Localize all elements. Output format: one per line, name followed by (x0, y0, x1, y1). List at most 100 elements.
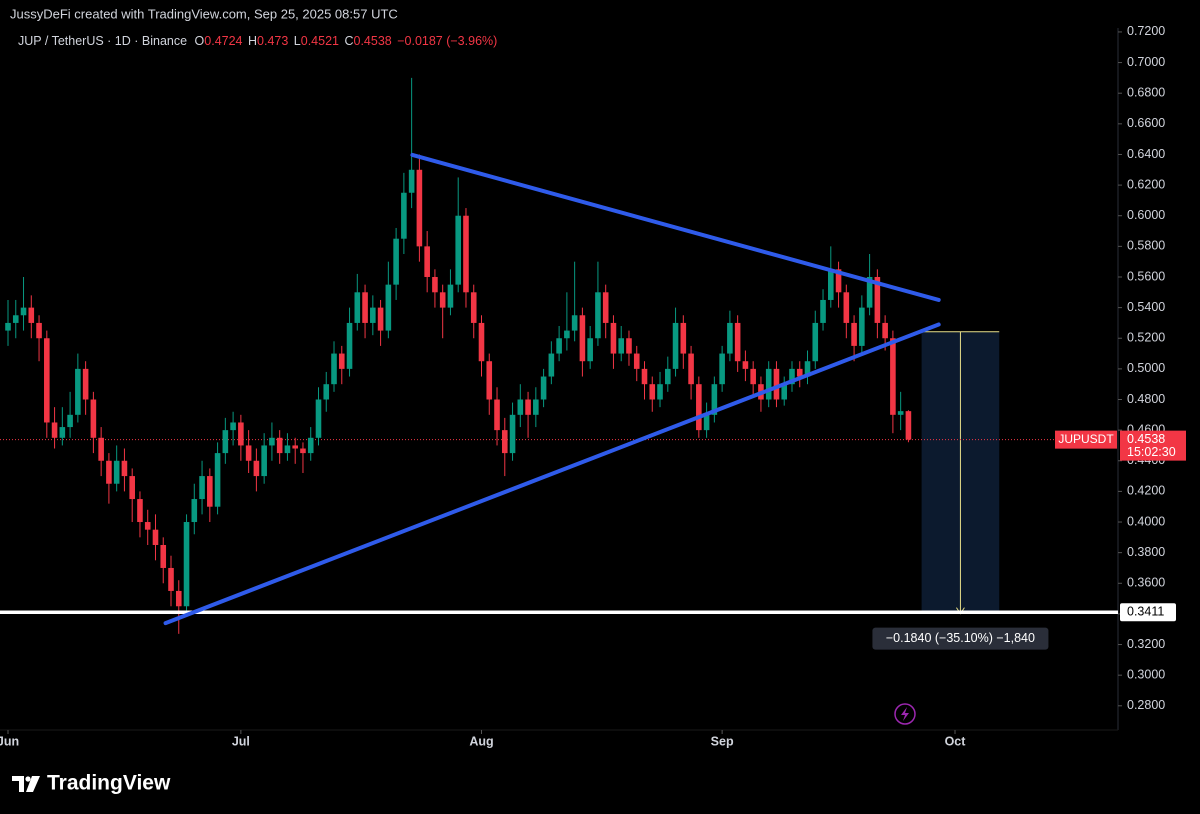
candle-body (292, 445, 298, 449)
y-tick-label: 0.5200 (1127, 331, 1165, 345)
ohlc-value: 0.4521 (301, 34, 339, 48)
candle-body (525, 399, 531, 415)
candle-body (897, 411, 904, 415)
candle-body (346, 322, 353, 369)
candle-body (602, 292, 609, 323)
y-tick-label: 0.3600 (1127, 576, 1165, 590)
y-tick-label: 0.6000 (1127, 208, 1165, 222)
candle-body (470, 292, 477, 323)
candle-body (362, 292, 368, 323)
candle-body (113, 460, 120, 484)
y-tick-label: 0.2800 (1127, 698, 1165, 712)
candle-body (672, 322, 679, 369)
ohlc-label: O (195, 34, 205, 48)
candle-body (540, 376, 547, 400)
y-tick-label: 0.3800 (1127, 545, 1165, 559)
candle-body (719, 353, 725, 385)
candle-body (812, 322, 819, 362)
candle-body (401, 192, 407, 239)
candle-body (533, 399, 539, 415)
candle-body (191, 499, 198, 523)
price-countdown: 15:02:30 (1127, 445, 1176, 459)
price-name: JUPUSDT (1058, 432, 1114, 446)
candle-body (253, 460, 260, 477)
candle-body (890, 338, 896, 415)
candle-body (82, 368, 89, 400)
y-tick-label: 0.3200 (1127, 637, 1165, 651)
candle-body (377, 307, 384, 331)
candle-body (851, 322, 857, 346)
candle-body (664, 368, 671, 385)
y-tick-label: 0.6400 (1127, 147, 1165, 161)
measure-label-box (872, 627, 1049, 650)
candle-body (168, 567, 174, 591)
candle-body (501, 430, 508, 454)
candle-body (44, 338, 50, 423)
y-tick-label: 0.4200 (1127, 484, 1165, 498)
ohlc-label: C (344, 34, 353, 48)
x-tick-label: Oct (945, 734, 967, 748)
candle-body (207, 476, 213, 507)
candle-body (307, 437, 314, 454)
event-icon[interactable] (894, 703, 916, 725)
candle-body (129, 476, 135, 500)
x-tick-label: Jul (232, 734, 250, 748)
candle-body (5, 322, 11, 331)
candle-body (711, 384, 718, 415)
candle-body (106, 460, 112, 484)
candle-body (222, 430, 229, 454)
candle-body (183, 522, 190, 607)
candle-body (214, 453, 221, 507)
measure-label: −0.1840 (−35.10%) −1,840 (886, 631, 1035, 645)
candle-body (882, 322, 888, 339)
candle-body (238, 422, 244, 446)
ohlc-value: 0.473 (257, 34, 288, 48)
candle-body (51, 422, 58, 438)
candle-body (478, 322, 485, 362)
ohlc-label: L (294, 34, 301, 48)
ohlc-label: H (248, 34, 257, 48)
candle-body (696, 384, 702, 431)
trendline (163, 322, 941, 626)
y-tick-label: 0.6600 (1127, 116, 1165, 130)
candle-body (424, 246, 430, 277)
plot (0, 77, 1118, 634)
candle-body (75, 368, 81, 415)
logo: TradingView (12, 772, 171, 795)
y-tick-label: 0.5000 (1127, 361, 1165, 375)
candle-body (160, 544, 167, 568)
candle-body (137, 499, 143, 523)
x-tick-label: Aug (469, 734, 493, 748)
candle-body (680, 322, 687, 354)
candle-body (874, 276, 881, 323)
candle-body (393, 238, 399, 285)
candle-body (727, 322, 733, 354)
candle-body (230, 422, 236, 431)
candle-body (657, 384, 663, 400)
x-tick-label: Sep (711, 734, 734, 748)
candle-body (742, 361, 749, 369)
candle-body (300, 448, 306, 454)
candle-body (509, 414, 516, 454)
candle-body (734, 322, 741, 362)
candle-body (796, 368, 803, 377)
y-tick-label: 0.6800 (1127, 86, 1165, 100)
candle-body (587, 338, 593, 362)
symbol: JUP / TetherUS · 1D · Binance (18, 34, 187, 48)
candle-body (626, 338, 632, 354)
candle-body (59, 427, 66, 438)
x-tick-label: Jun (0, 734, 19, 748)
candle-body (331, 353, 337, 385)
candle-body (750, 368, 756, 385)
change: −0.0187 (−3.96%) (397, 34, 497, 48)
candle-body (261, 445, 267, 477)
y-tick-label: 0.6200 (1127, 177, 1165, 191)
candle-body (439, 292, 446, 308)
y-tick-label: 0.5800 (1127, 239, 1165, 253)
candle-body (408, 169, 415, 193)
candle-body (416, 169, 423, 247)
header: JussyDeFi created with TradingView.com, … (10, 6, 398, 21)
candle-body (866, 276, 873, 308)
